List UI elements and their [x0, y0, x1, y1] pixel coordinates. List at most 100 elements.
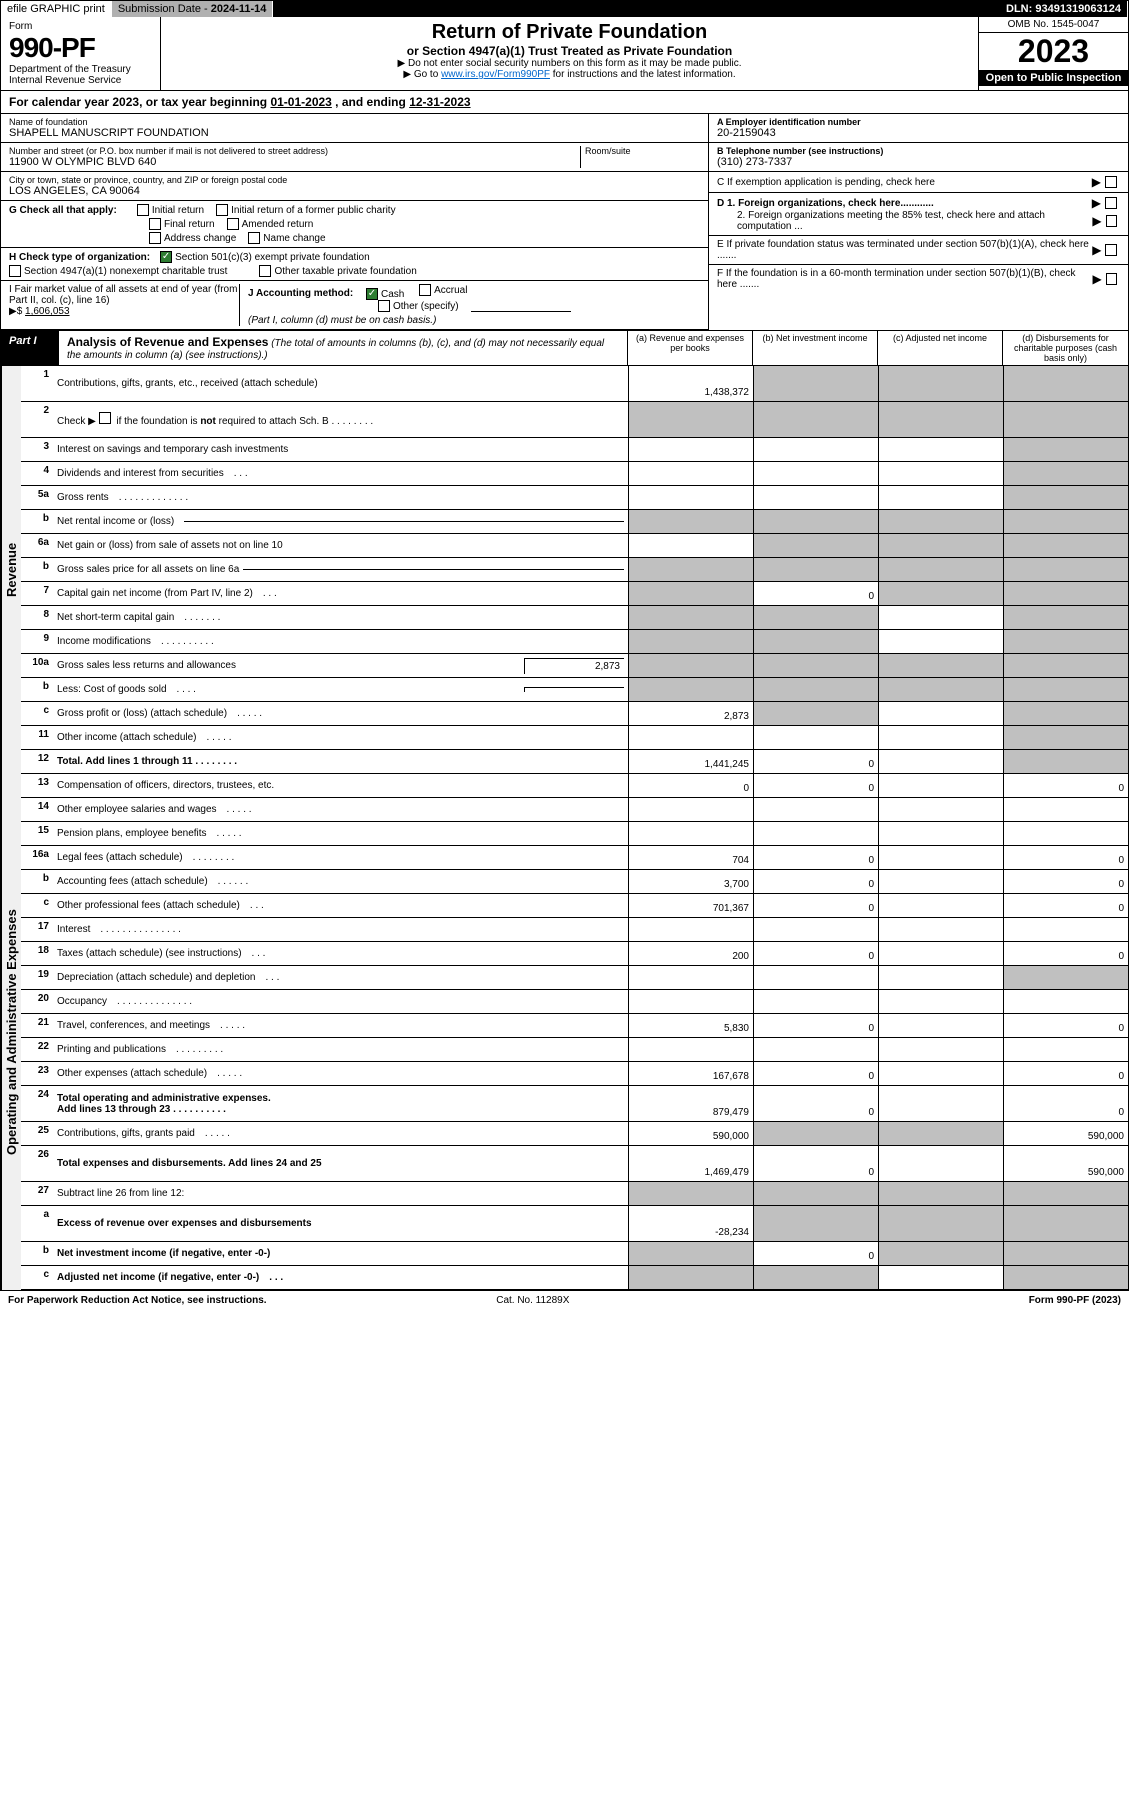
row-22: 22Printing and publications. . . . . . .… — [21, 1038, 1128, 1062]
col-c: (c) Adjusted net income — [878, 331, 1003, 365]
chk-final[interactable] — [149, 218, 161, 230]
row-27b: bNet investment income (if negative, ent… — [21, 1242, 1128, 1266]
chk-name[interactable] — [248, 232, 260, 244]
header: Form 990-PF Department of the Treasury I… — [1, 17, 1128, 91]
row-2: 2Check ▶ if the foundation is not requir… — [21, 402, 1128, 438]
part1-label: Part I — [1, 331, 59, 365]
dept2: Internal Revenue Service — [9, 75, 152, 86]
chk-schb[interactable] — [99, 412, 111, 424]
form-ref: Form 990-PF (2023) — [1029, 1295, 1121, 1306]
row-9: 9Income modifications. . . . . . . . . . — [21, 630, 1128, 654]
chk-initial[interactable] — [137, 204, 149, 216]
g-check: G Check all that apply: Initial return I… — [1, 201, 708, 248]
col-d: (d) Disbursements for charitable purpose… — [1003, 331, 1128, 365]
telephone: B Telephone number (see instructions) (3… — [709, 143, 1128, 172]
row-19: 19Depreciation (attach schedule) and dep… — [21, 966, 1128, 990]
row-12: 12Total. Add lines 1 through 11 . . . . … — [21, 750, 1128, 774]
expenses-label: Operating and Administrative Expenses — [1, 774, 21, 1290]
fmv-amount: 1,606,053 — [25, 306, 70, 317]
efile-btn[interactable]: efile GRAPHIC print — [1, 1, 112, 17]
row-6b: bGross sales price for all assets on lin… — [21, 558, 1128, 582]
row-3: 3Interest on savings and temporary cash … — [21, 438, 1128, 462]
row-21: 21Travel, conferences, and meetings. . .… — [21, 1014, 1128, 1038]
foundation-name: Name of foundation SHAPELL MANUSCRIPT FO… — [1, 114, 708, 143]
chk-other-tax[interactable] — [259, 265, 271, 277]
row-1: 1Contributions, gifts, grants, etc., rec… — [21, 366, 1128, 402]
row-15: 15Pension plans, employee benefits. . . … — [21, 822, 1128, 846]
row-24: 24Total operating and administrative exp… — [21, 1086, 1128, 1122]
info-grid: Name of foundation SHAPELL MANUSCRIPT FO… — [1, 114, 1128, 331]
inspection: Open to Public Inspection — [979, 70, 1128, 86]
title: Return of Private Foundation — [169, 21, 970, 44]
c-pending: C If exemption application is pending, c… — [709, 172, 1128, 193]
chk-accrual[interactable] — [419, 284, 431, 296]
row-6a: 6aNet gain or (loss) from sale of assets… — [21, 534, 1128, 558]
form-box: Form 990-PF Department of the Treasury I… — [1, 17, 161, 90]
revenue-label: Revenue — [1, 366, 21, 774]
chk-4947[interactable] — [9, 265, 21, 277]
form-number: 990-PF — [9, 32, 152, 64]
chk-f[interactable] — [1106, 273, 1117, 285]
omb: OMB No. 1545-0047 — [979, 17, 1128, 33]
row-10b: bLess: Cost of goods sold. . . . — [21, 678, 1128, 702]
row-16a: 16aLegal fees (attach schedule). . . . .… — [21, 846, 1128, 870]
row-27: 27Subtract line 26 from line 12: — [21, 1182, 1128, 1206]
e-terminated: E If private foundation status was termi… — [709, 236, 1128, 265]
col-a: (a) Revenue and expenses per books — [628, 331, 753, 365]
row-20: 20Occupancy. . . . . . . . . . . . . . — [21, 990, 1128, 1014]
instructions-link[interactable]: www.irs.gov/Form990PF — [441, 69, 550, 80]
chk-d1[interactable] — [1105, 197, 1117, 209]
topbar: efile GRAPHIC print Submission Date - 20… — [1, 1, 1128, 17]
row-26: 26Total expenses and disbursements. Add … — [21, 1146, 1128, 1182]
chk-amended[interactable] — [227, 218, 239, 230]
revenue-section: Revenue 1Contributions, gifts, grants, e… — [1, 366, 1128, 774]
row-27c: cAdjusted net income (if negative, enter… — [21, 1266, 1128, 1290]
ij-row: I Fair market value of all assets at end… — [1, 281, 708, 330]
chk-c[interactable] — [1105, 176, 1117, 188]
row-8: 8Net short-term capital gain. . . . . . … — [21, 606, 1128, 630]
row-14: 14Other employee salaries and wages. . .… — [21, 798, 1128, 822]
row-16b: bAccounting fees (attach schedule). . . … — [21, 870, 1128, 894]
city: City or town, state or province, country… — [1, 172, 708, 201]
chk-cash[interactable]: ✓ — [366, 288, 378, 300]
cat-no: Cat. No. 11289X — [496, 1295, 569, 1306]
col-b: (b) Net investment income — [753, 331, 878, 365]
ein: A Employer identification number 20-2159… — [709, 114, 1128, 143]
chk-address[interactable] — [149, 232, 161, 244]
row-18: 18Taxes (attach schedule) (see instructi… — [21, 942, 1128, 966]
part1-header: Part I Analysis of Revenue and Expenses … — [1, 331, 1128, 366]
footer: For Paperwork Reduction Act Notice, see … — [0, 1291, 1129, 1310]
address-row: Number and street (or P.O. box number if… — [1, 143, 708, 172]
form-container: efile GRAPHIC print Submission Date - 20… — [0, 0, 1129, 1291]
footer-left: For Paperwork Reduction Act Notice, see … — [8, 1295, 267, 1306]
row-7: 7Capital gain net income (from Part IV, … — [21, 582, 1128, 606]
row-16c: cOther professional fees (attach schedul… — [21, 894, 1128, 918]
chk-d2[interactable] — [1106, 215, 1117, 227]
row-25: 25Contributions, gifts, grants paid. . .… — [21, 1122, 1128, 1146]
subtitle: or Section 4947(a)(1) Trust Treated as P… — [169, 44, 970, 58]
row-5a: 5aGross rents. . . . . . . . . . . . . — [21, 486, 1128, 510]
row-5b: bNet rental income or (loss) — [21, 510, 1128, 534]
dept1: Department of the Treasury — [9, 64, 152, 75]
row-13: 13Compensation of officers, directors, t… — [21, 774, 1128, 798]
d-foreign: D 1. Foreign organizations, check here..… — [709, 193, 1128, 236]
h-check: H Check type of organization: ✓Section 5… — [1, 248, 708, 281]
room-label: Room/suite — [585, 146, 700, 156]
chk-501c3[interactable]: ✓ — [160, 251, 172, 263]
form-label: Form — [9, 21, 152, 32]
year-box: OMB No. 1545-0047 2023 Open to Public In… — [978, 17, 1128, 90]
note2: ▶ Go to www.irs.gov/Form990PF for instru… — [169, 69, 970, 80]
calendar-year: For calendar year 2023, or tax year begi… — [1, 91, 1128, 114]
chk-other-acct[interactable] — [378, 300, 390, 312]
row-23: 23Other expenses (attach schedule). . . … — [21, 1062, 1128, 1086]
expenses-section: Operating and Administrative Expenses 13… — [1, 774, 1128, 1290]
chk-initial-former[interactable] — [216, 204, 228, 216]
f-termination: F If the foundation is in a 60-month ter… — [709, 265, 1128, 293]
year: 2023 — [979, 33, 1128, 70]
row-4: 4Dividends and interest from securities.… — [21, 462, 1128, 486]
row-11: 11Other income (attach schedule). . . . … — [21, 726, 1128, 750]
row-10c: cGross profit or (loss) (attach schedule… — [21, 702, 1128, 726]
chk-e[interactable] — [1105, 244, 1117, 256]
dln: DLN: 93491319063124 — [1000, 1, 1128, 17]
note1: ▶ Do not enter social security numbers o… — [169, 58, 970, 69]
